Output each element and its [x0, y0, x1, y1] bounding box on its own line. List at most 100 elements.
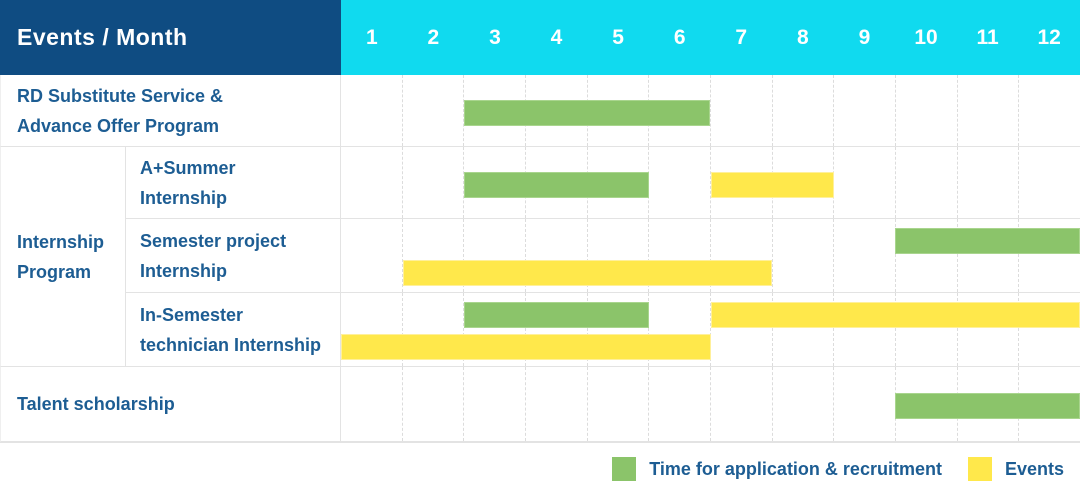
gantt-bar-events	[341, 334, 711, 360]
month-cell	[341, 75, 403, 146]
month-cell	[773, 75, 835, 146]
month-cell	[341, 219, 403, 292]
month-header-cell: 1	[365, 25, 378, 49]
month-cell	[896, 293, 958, 366]
month-cell	[526, 293, 588, 366]
month-gridlines	[341, 75, 1080, 146]
month-cell	[834, 219, 897, 292]
gantt-bar-events	[710, 302, 1080, 328]
legend-label-events: Events	[1004, 458, 1064, 479]
group-label-internship-program: Internship Program	[0, 147, 125, 367]
month-cell	[403, 219, 465, 292]
month-header-cell: 11	[976, 25, 999, 49]
legend: Time for application & recruitment Events	[0, 443, 1080, 494]
month-grid-area	[341, 219, 1080, 293]
month-cell	[958, 147, 1020, 218]
month-cell	[403, 75, 465, 146]
month-grid-area	[341, 367, 1080, 442]
row-label: Talent scholarship	[0, 367, 341, 442]
month-header-cell: 2	[427, 25, 440, 49]
month-cell	[958, 293, 1020, 366]
month-cell	[834, 293, 897, 366]
month-grid-area	[341, 75, 1080, 147]
row-label-line: A+Summer	[140, 157, 236, 178]
month-cell	[403, 293, 465, 366]
month-cell	[464, 367, 527, 441]
month-cell	[834, 147, 897, 218]
legend-swatch-recruitment	[612, 457, 637, 481]
month-cell	[341, 367, 403, 441]
month-header-cell: 7	[735, 25, 748, 49]
month-cell	[464, 293, 527, 366]
month-cell	[649, 219, 712, 292]
month-cell	[526, 219, 588, 292]
month-cell	[403, 147, 465, 218]
legend-item-recruitment: Time for application & recruitment	[612, 457, 942, 481]
month-gridlines	[341, 219, 1080, 292]
month-cell	[711, 75, 773, 146]
month-cell	[711, 367, 773, 441]
gantt-table: Events / Month 1 2 3 4 5 6 7 8 9 10 11 12 RD Substi…	[0, 0, 1080, 443]
month-cell	[773, 147, 835, 218]
gantt-bar-recruitment	[895, 393, 1080, 419]
gantt-body: RD Substitute Service & Advance Offer Pro…	[0, 75, 1080, 442]
gantt-bar-recruitment	[895, 228, 1080, 254]
gantt-bar-recruitment	[464, 99, 711, 126]
month-cell	[403, 367, 465, 441]
month-cell	[526, 367, 588, 441]
month-cell	[649, 75, 712, 146]
month-gridlines	[341, 293, 1080, 366]
month-cell	[773, 219, 835, 292]
month-cell	[341, 293, 403, 366]
events-month-header-cell: Events / Month	[0, 0, 341, 75]
month-cell	[958, 75, 1020, 146]
month-cell	[649, 293, 712, 366]
row-label-line: Talent scholarship	[17, 394, 175, 414]
month-grid-area	[341, 147, 1080, 219]
month-cell	[464, 219, 527, 292]
row-label: A+Summer Internship	[125, 147, 341, 219]
month-cell	[834, 367, 897, 441]
gantt-bar-recruitment	[464, 171, 649, 198]
gantt-bar-events	[402, 260, 773, 286]
row-label-line: Semester project	[140, 230, 287, 251]
legend-label-recruitment: Time for application & recruitment	[649, 458, 942, 479]
month-cell	[711, 293, 773, 366]
row-label-line: technician Internship	[140, 334, 322, 355]
row-label-line: Advance Offer Program	[17, 115, 220, 136]
month-cell	[896, 147, 958, 218]
group-label-line: Program	[17, 261, 92, 282]
gantt-bar-recruitment	[464, 302, 649, 328]
month-cell	[773, 293, 835, 366]
month-cell	[896, 219, 958, 292]
month-cell	[958, 219, 1020, 292]
row-label-line: In-Semester	[140, 304, 244, 325]
month-header-cell: 12	[1037, 25, 1061, 49]
month-grid-area	[341, 293, 1080, 367]
legend-swatch-events	[967, 457, 992, 481]
row-label-line: Internship	[140, 187, 228, 208]
month-cell	[896, 75, 958, 146]
month-header-cell: 10	[914, 25, 938, 49]
row-label: Semester project Internship	[125, 219, 341, 293]
table-header-row: Events / Month 1 2 3 4 5 6 7 8 9 10 11 12	[0, 0, 1080, 75]
row-label-line: RD Substitute Service &	[17, 85, 224, 106]
month-cell	[649, 147, 712, 218]
month-header-cell: 4	[550, 25, 563, 49]
row-label-line: Internship	[140, 260, 228, 281]
month-header-cell: 6	[673, 25, 686, 49]
month-cell	[711, 219, 773, 292]
group-label-line: Internship	[17, 231, 105, 252]
month-cell	[588, 367, 650, 441]
month-cell	[588, 293, 650, 366]
month-header-cell: 8	[796, 25, 809, 49]
month-cell	[834, 75, 897, 146]
month-cell	[1019, 75, 1080, 146]
month-header-strip: 1 2 3 4 5 6 7 8 9 10 11 12	[341, 0, 1080, 75]
month-cell	[341, 147, 403, 218]
month-cell	[588, 219, 650, 292]
month-cell	[649, 367, 712, 441]
month-header-cell: 5	[612, 25, 624, 49]
legend-item-events: Events	[967, 457, 1064, 481]
